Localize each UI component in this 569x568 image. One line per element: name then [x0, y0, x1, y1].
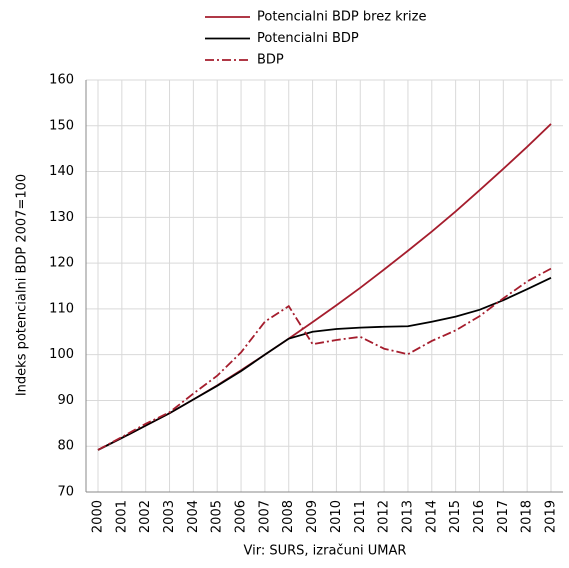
y-tick-label: 120: [49, 256, 74, 271]
y-tick-label: 160: [49, 73, 74, 88]
x-tick-label: 2003: [162, 500, 177, 533]
x-tick-label: 2002: [138, 500, 153, 533]
x-tick-label: 2000: [91, 500, 106, 533]
x-tick-label: 2007: [257, 500, 272, 533]
y-tick-label: 130: [49, 210, 74, 225]
x-tick-label: 2015: [448, 500, 463, 533]
x-tick-label: 2005: [210, 500, 225, 533]
y-tick-label: 80: [57, 439, 74, 454]
y-tick-label: 150: [49, 118, 74, 133]
x-tick-label: 2006: [234, 500, 249, 533]
legend-label: BDP: [257, 53, 284, 68]
y-axis-label: Indeks potencialni BDP 2007=100: [15, 174, 30, 396]
x-tick-label: 2012: [377, 500, 392, 533]
x-tick-label: 2018: [520, 500, 535, 533]
y-tick-label: 70: [57, 485, 74, 500]
x-tick-label: 2011: [353, 500, 368, 533]
x-tick-label: 2014: [424, 500, 439, 533]
series-line: [97, 123, 552, 451]
source-note: Vir: SURS, izračuni UMAR: [244, 544, 407, 559]
x-tick-label: 2008: [281, 500, 296, 533]
series-line: [97, 267, 552, 451]
series-line: [97, 276, 552, 451]
x-tick-label: 2016: [472, 500, 487, 533]
x-tick-label: 2017: [496, 500, 511, 533]
x-tick-label: 2009: [305, 500, 320, 533]
x-tick-label: 2001: [114, 500, 129, 533]
legend-label: Potencialni BDP: [257, 31, 359, 46]
x-tick-label: 2019: [544, 500, 559, 533]
x-tick-label: 2010: [329, 500, 344, 533]
y-tick-label: 90: [57, 393, 74, 408]
x-tick-label: 2013: [400, 500, 415, 533]
y-tick-label: 110: [49, 301, 74, 316]
y-tick-label: 140: [49, 164, 74, 179]
legend-label: Potencialni BDP brez krize: [257, 10, 426, 25]
y-tick-label: 100: [49, 347, 74, 362]
x-tick-label: 2004: [186, 500, 201, 533]
